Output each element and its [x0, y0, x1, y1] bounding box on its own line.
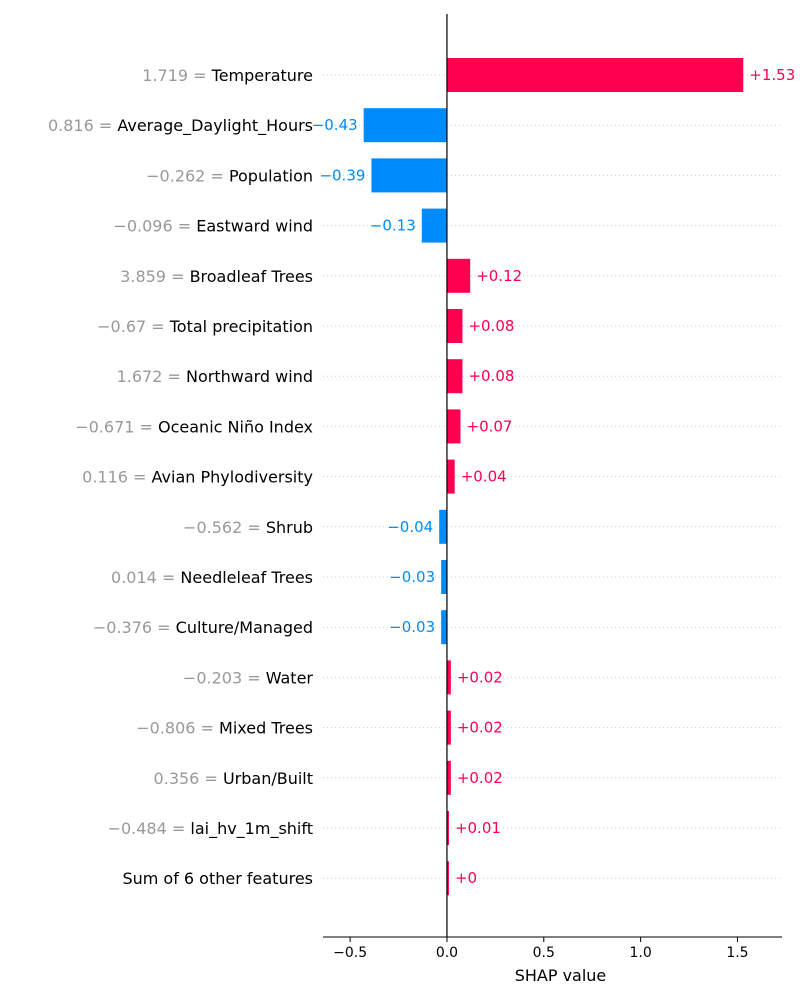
bar-positive [446, 660, 451, 695]
feature-value: −0.484 = [108, 819, 191, 838]
bar-positive [446, 459, 455, 494]
feature-value: −0.67 = [97, 317, 170, 336]
value-labels: +1.53 −0.43 −0.39 −0.13 +0.12 +0.08 +0.08 +0.07… [312, 66, 796, 887]
bar-negative [439, 509, 447, 544]
feature-value: −0.203 = [183, 668, 266, 687]
feature-label: 1.672 = Northward wind [117, 367, 313, 386]
feature-label: −0.203 = Water [183, 668, 314, 687]
bar-value-label: −0.43 [312, 116, 358, 134]
feature-label: −0.806 = Mixed Trees [136, 719, 313, 738]
bar-positive [446, 359, 463, 394]
feature-value: 1.719 = [142, 66, 211, 85]
feature-value: −0.671 = [75, 417, 158, 436]
bar-negative [421, 208, 447, 243]
feature-name: Broadleaf Trees [190, 267, 313, 286]
feature-name: Population [229, 166, 313, 185]
x-tick-label: 0.5 [533, 945, 555, 961]
feature-value: 0.356 = [154, 769, 223, 788]
x-axis: −0.5 0.0 0.5 1.0 1.5 [323, 936, 782, 961]
bar-value-label: +0.12 [476, 267, 522, 285]
bar-positive [446, 861, 449, 896]
feature-value: 1.672 = [117, 367, 186, 386]
bar-negative [441, 610, 447, 645]
x-tick-label: −0.5 [333, 945, 367, 961]
feature-label: 0.116 = Avian Phylodiversity [82, 468, 313, 487]
bar-value-label: +0.02 [457, 769, 503, 787]
feature-label: −0.484 = lai_hv_1m_shift [108, 819, 313, 839]
feature-name: Mixed Trees [219, 719, 313, 738]
bar-positive [446, 58, 744, 92]
feature-name: Eastward wind [196, 217, 313, 236]
bar-positive [446, 760, 451, 795]
bar-value-label: +0.04 [461, 468, 507, 486]
feature-name: Oceanic Niño Index [158, 417, 313, 436]
feature-label: −0.671 = Oceanic Niño Index [75, 417, 313, 436]
bar-value-label: −0.03 [389, 618, 435, 636]
feature-value: −0.096 = [113, 217, 196, 236]
bar-negative [371, 158, 447, 193]
bar-value-label: −0.04 [387, 518, 433, 536]
x-tick-label: 1.5 [726, 945, 748, 961]
bar-negative [441, 560, 447, 594]
feature-label: −0.562 = Shrub [183, 518, 313, 537]
feature-label: 1.719 = Temperature [142, 66, 313, 85]
bar-value-label: +1.53 [749, 66, 795, 84]
feature-label: 3.859 = Broadleaf Trees [120, 267, 313, 286]
feature-name: Total precipitation [169, 317, 313, 336]
feature-name: Average_Daylight_Hours [117, 116, 313, 136]
feature-name: Urban/Built [223, 769, 313, 788]
feature-name: Needleleaf Trees [180, 568, 313, 587]
feature-name: Avian Phylodiversity [152, 468, 313, 487]
feature-name: Culture/Managed [176, 618, 313, 637]
feature-label: 0.356 = Urban/Built [154, 769, 313, 788]
feature-name: Temperature [211, 66, 313, 85]
feature-name: Northward wind [186, 367, 313, 386]
bar-negative [363, 108, 447, 143]
feature-name: Shrub [266, 518, 313, 537]
grid-lines [323, 74, 782, 879]
feature-label: 0.014 = Needleleaf Trees [111, 568, 313, 587]
feature-label: −0.096 = Eastward wind [113, 217, 313, 236]
bars [363, 58, 744, 896]
bar-positive [446, 409, 461, 444]
bar-value-label: −0.13 [370, 217, 416, 235]
x-tick-label: 0.0 [436, 945, 458, 961]
feature-value: −0.806 = [136, 719, 219, 738]
bar-positive [446, 811, 449, 845]
bar-positive [446, 309, 463, 343]
bar-value-label: +0.02 [457, 719, 503, 737]
feature-value: 0.816 = [48, 116, 117, 135]
bar-value-label: −0.39 [319, 166, 365, 184]
feature-label: −0.376 = Culture/Managed [93, 618, 313, 637]
bar-value-label: +0.08 [468, 367, 514, 385]
feature-labels: 1.719 = Temperature 0.816 = Average_Dayli… [48, 66, 313, 888]
bar-value-label: −0.03 [389, 568, 435, 586]
bar-value-label: +0.07 [467, 417, 513, 435]
feature-value: 0.116 = [82, 468, 151, 487]
bar-value-label: +0.08 [468, 317, 514, 335]
bar-positive [446, 710, 451, 745]
feature-name: Sum of 6 other features [122, 869, 313, 888]
bar-value-label: +0 [455, 869, 477, 887]
feature-label: 0.816 = Average_Daylight_Hours [48, 116, 313, 136]
feature-value: −0.376 = [93, 618, 176, 637]
x-tick-label: 1.0 [629, 945, 651, 961]
feature-value: −0.262 = [146, 166, 229, 185]
bar-value-label: +0.01 [455, 819, 501, 837]
feature-value: 0.014 = [111, 568, 180, 587]
feature-value: 3.859 = [120, 267, 189, 286]
feature-label: Sum of 6 other features [122, 869, 313, 888]
bar-positive [446, 258, 471, 293]
feature-name: lai_hv_1m_shift [190, 819, 313, 839]
feature-value: −0.562 = [183, 518, 266, 537]
feature-name: Water [266, 668, 314, 687]
feature-label: −0.67 = Total precipitation [97, 317, 313, 336]
bar-value-label: +0.02 [457, 668, 503, 686]
feature-label: −0.262 = Population [146, 166, 313, 185]
x-axis-label: SHAP value [515, 966, 607, 985]
